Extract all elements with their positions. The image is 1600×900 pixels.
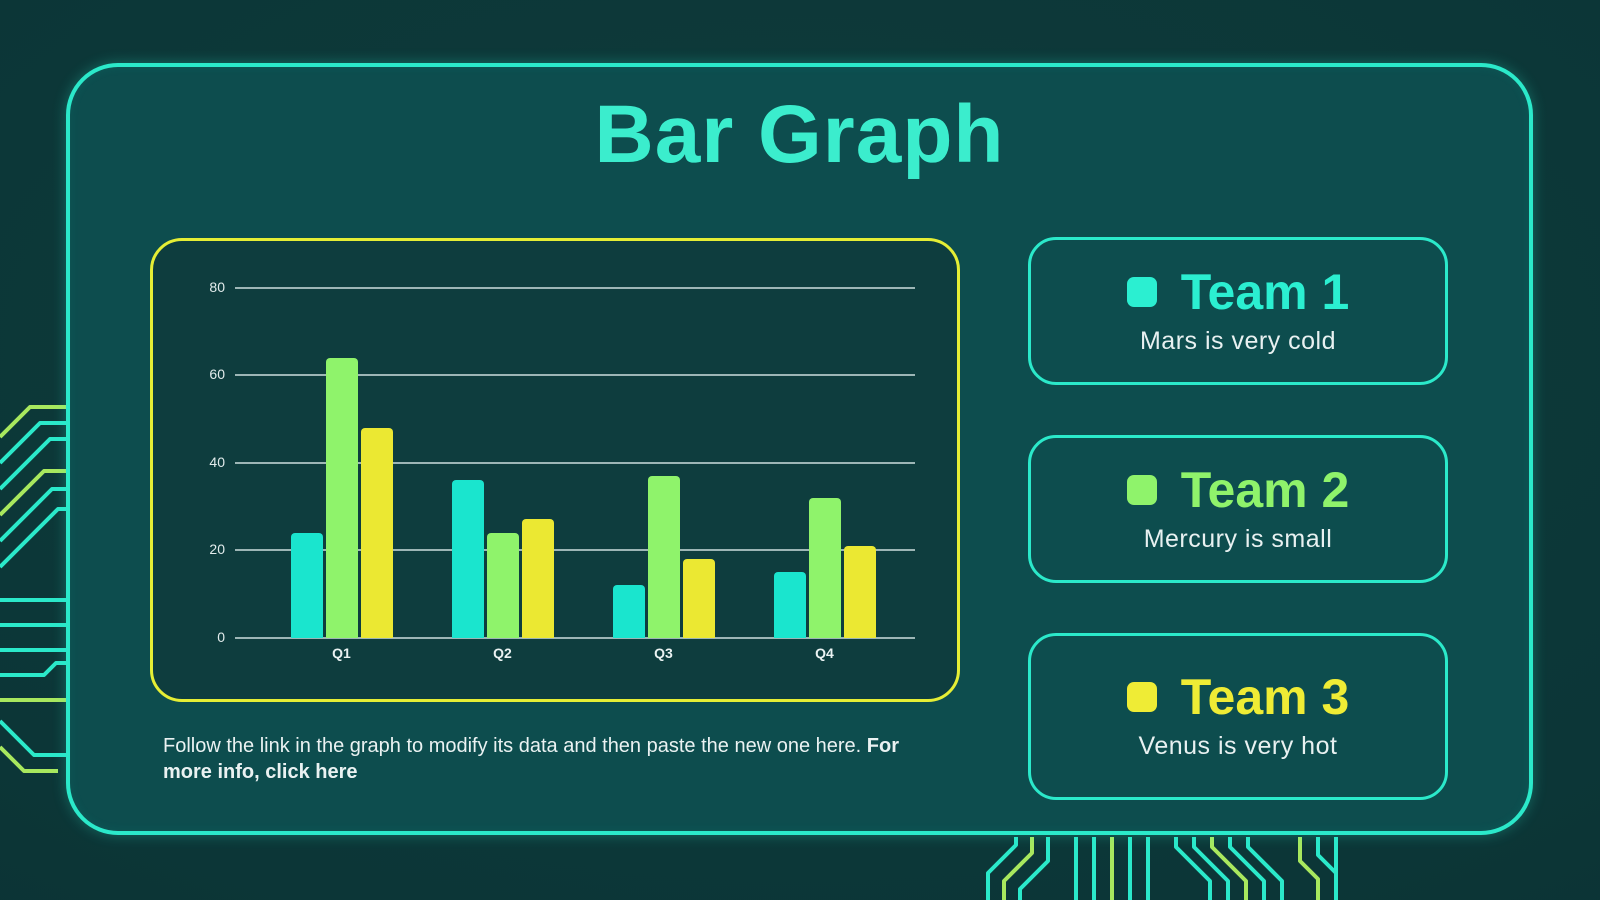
- y-axis-tick: 20: [209, 541, 225, 557]
- page-title: Bar Graph: [594, 89, 1005, 180]
- footer-text: Follow the link in the graph to modify i…: [163, 735, 862, 757]
- bar-team-1-q3: [612, 585, 645, 638]
- team-1-color-swatch-icon: [1126, 276, 1157, 307]
- team-2-description: Mercury is small: [1143, 524, 1333, 553]
- bar-team-2-q2: [486, 532, 519, 638]
- y-axis-tick: 80: [209, 278, 225, 295]
- team-2-title: Team 2: [1180, 461, 1350, 518]
- gridline: [235, 286, 915, 289]
- bar-team-3-q2: [521, 519, 554, 638]
- bar-team-1-q1: [290, 532, 323, 638]
- team-2-header: Team 2: [1126, 461, 1350, 518]
- y-axis-tick: 40: [209, 453, 225, 470]
- circuit-decoration-left: [0, 405, 70, 773]
- team-3-title: Team 3: [1180, 669, 1350, 725]
- team-1-header: Team 1: [1126, 263, 1350, 320]
- team-1-title: Team 1: [1180, 263, 1350, 320]
- bar-team-1-q4: [773, 571, 806, 638]
- bar-team-2-q1: [325, 357, 358, 638]
- legend-card-team-2: Team 2 Mercury is small: [1028, 435, 1448, 583]
- gridline: [235, 461, 915, 464]
- legend-card-team-3: Team 3 Venus is very hot: [1028, 633, 1448, 800]
- x-axis-label: Q1: [332, 645, 351, 661]
- team-3-color-swatch-icon: [1126, 682, 1157, 712]
- bar-team-1-q2: [451, 480, 484, 638]
- x-axis-label: Q4: [815, 645, 834, 661]
- team-3-description: Venus is very hot: [1138, 732, 1338, 760]
- x-axis-label: Q2: [493, 645, 512, 661]
- bar-team-3-q1: [360, 427, 393, 638]
- team-3-header: Team 3: [1126, 669, 1350, 725]
- y-axis-tick: 60: [209, 366, 225, 382]
- x-axis-label: Q3: [654, 645, 673, 661]
- bar-team-3-q4: [843, 545, 876, 638]
- gridline: [235, 549, 915, 551]
- team-2-color-swatch-icon: [1126, 474, 1157, 505]
- gridline: [235, 636, 915, 639]
- gridline: [235, 374, 915, 376]
- bar-team-2-q3: [647, 475, 680, 638]
- footer-note: Follow the link in the graph to modify i…: [163, 733, 908, 785]
- team-1-description: Mars is very cold: [1139, 326, 1337, 355]
- circuit-decoration-bottom-right: [986, 837, 1338, 900]
- legend-card-team-1: Team 1 Mars is very cold: [1028, 237, 1448, 385]
- y-axis-tick: 0: [217, 628, 225, 645]
- chart-card[interactable]: 0 20 40 60 80 Q1 Q2 Q3 Q4: [150, 238, 960, 702]
- bar-chart: 0 20 40 60 80 Q1 Q2 Q3 Q4: [153, 241, 957, 699]
- bar-team-3-q3: [682, 558, 715, 638]
- bar-team-2-q4: [808, 497, 841, 638]
- more-info-link[interactable]: For more info, click here: [163, 735, 899, 783]
